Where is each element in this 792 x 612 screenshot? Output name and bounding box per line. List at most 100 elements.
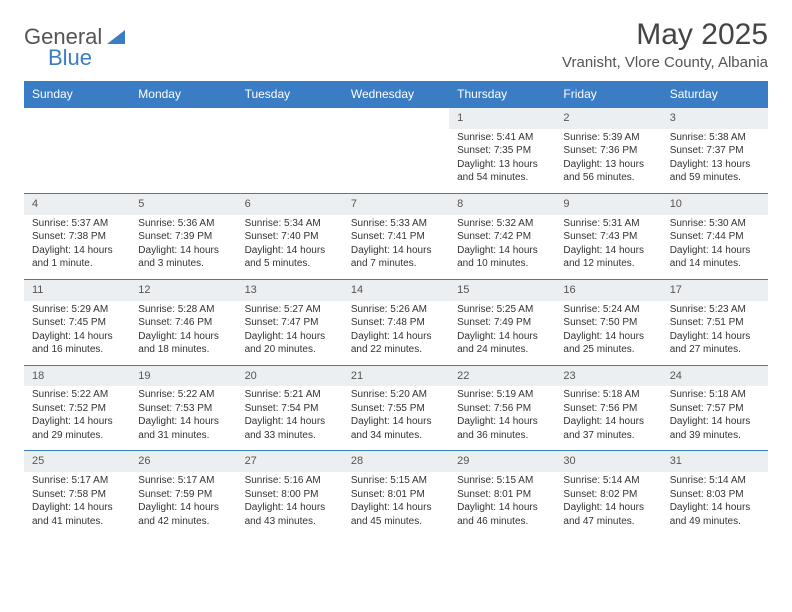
- sunset-text: Sunset: 7:45 PM: [32, 316, 122, 330]
- day-details-cell: Sunrise: 5:30 AMSunset: 7:44 PMDaylight:…: [662, 215, 768, 280]
- sunset-text: Sunset: 7:49 PM: [457, 316, 547, 330]
- weekday-header: Friday: [555, 81, 661, 108]
- day-number-cell: 24: [662, 365, 768, 386]
- day-number-row: 11121314151617: [24, 279, 768, 300]
- day-details-cell: Sunrise: 5:32 AMSunset: 7:42 PMDaylight:…: [449, 215, 555, 280]
- sunrise-text: Sunrise: 5:19 AM: [457, 388, 547, 402]
- daylight-text: Daylight: 14 hours and 31 minutes.: [138, 415, 228, 442]
- daylight-text: Daylight: 14 hours and 47 minutes.: [563, 501, 653, 528]
- day-details-row: Sunrise: 5:29 AMSunset: 7:45 PMDaylight:…: [24, 301, 768, 366]
- weekday-header: Sunday: [24, 81, 130, 108]
- sunset-text: Sunset: 7:39 PM: [138, 230, 228, 244]
- day-details-cell: Sunrise: 5:22 AMSunset: 7:53 PMDaylight:…: [130, 386, 236, 451]
- day-number-cell: 23: [555, 365, 661, 386]
- weekday-header-row: Sunday Monday Tuesday Wednesday Thursday…: [24, 81, 768, 108]
- sunset-text: Sunset: 7:52 PM: [32, 402, 122, 416]
- weekday-header: Saturday: [662, 81, 768, 108]
- day-number-cell: 15: [449, 279, 555, 300]
- day-number-cell: 6: [237, 193, 343, 214]
- day-number-cell: 14: [343, 279, 449, 300]
- daylight-text: Daylight: 14 hours and 33 minutes.: [245, 415, 335, 442]
- day-number-cell: 13: [237, 279, 343, 300]
- sunrise-text: Sunrise: 5:25 AM: [457, 303, 547, 317]
- day-number-cell: 4: [24, 193, 130, 214]
- day-details-cell: Sunrise: 5:29 AMSunset: 7:45 PMDaylight:…: [24, 301, 130, 366]
- day-number-cell: 25: [24, 451, 130, 472]
- daylight-text: Daylight: 14 hours and 16 minutes.: [32, 330, 122, 357]
- day-details-cell: Sunrise: 5:15 AMSunset: 8:01 PMDaylight:…: [449, 472, 555, 536]
- sunrise-text: Sunrise: 5:18 AM: [563, 388, 653, 402]
- day-number-cell: 19: [130, 365, 236, 386]
- weekday-header: Tuesday: [237, 81, 343, 108]
- day-details-cell: Sunrise: 5:22 AMSunset: 7:52 PMDaylight:…: [24, 386, 130, 451]
- sunrise-text: Sunrise: 5:15 AM: [457, 474, 547, 488]
- day-number-cell: 18: [24, 365, 130, 386]
- daylight-text: Daylight: 14 hours and 37 minutes.: [563, 415, 653, 442]
- day-details-cell: Sunrise: 5:18 AMSunset: 7:57 PMDaylight:…: [662, 386, 768, 451]
- sunset-text: Sunset: 7:59 PM: [138, 488, 228, 502]
- day-number-row: 18192021222324: [24, 365, 768, 386]
- day-number-row: 123: [24, 108, 768, 129]
- sunrise-text: Sunrise: 5:24 AM: [563, 303, 653, 317]
- daylight-text: Daylight: 14 hours and 43 minutes.: [245, 501, 335, 528]
- sunrise-text: Sunrise: 5:31 AM: [563, 217, 653, 231]
- day-details-cell: Sunrise: 5:26 AMSunset: 7:48 PMDaylight:…: [343, 301, 449, 366]
- daylight-text: Daylight: 14 hours and 27 minutes.: [670, 330, 760, 357]
- daylight-text: Daylight: 14 hours and 34 minutes.: [351, 415, 441, 442]
- day-number-cell: [237, 108, 343, 129]
- day-details-cell: Sunrise: 5:17 AMSunset: 7:59 PMDaylight:…: [130, 472, 236, 536]
- sunset-text: Sunset: 7:55 PM: [351, 402, 441, 416]
- sunrise-text: Sunrise: 5:41 AM: [457, 131, 547, 145]
- day-details-cell: Sunrise: 5:16 AMSunset: 8:00 PMDaylight:…: [237, 472, 343, 536]
- sunset-text: Sunset: 8:00 PM: [245, 488, 335, 502]
- daylight-text: Daylight: 14 hours and 25 minutes.: [563, 330, 653, 357]
- day-number-cell: 8: [449, 193, 555, 214]
- day-details-cell: Sunrise: 5:23 AMSunset: 7:51 PMDaylight:…: [662, 301, 768, 366]
- day-number-cell: 30: [555, 451, 661, 472]
- sunset-text: Sunset: 8:02 PM: [563, 488, 653, 502]
- sunrise-text: Sunrise: 5:17 AM: [138, 474, 228, 488]
- sunset-text: Sunset: 7:44 PM: [670, 230, 760, 244]
- sunset-text: Sunset: 8:01 PM: [351, 488, 441, 502]
- month-title: May 2025: [562, 18, 768, 52]
- daylight-text: Daylight: 13 hours and 56 minutes.: [563, 158, 653, 185]
- daylight-text: Daylight: 14 hours and 24 minutes.: [457, 330, 547, 357]
- daylight-text: Daylight: 14 hours and 29 minutes.: [32, 415, 122, 442]
- logo-triangle-icon: [107, 24, 125, 50]
- day-details-cell: Sunrise: 5:14 AMSunset: 8:02 PMDaylight:…: [555, 472, 661, 536]
- sunset-text: Sunset: 7:46 PM: [138, 316, 228, 330]
- sunset-text: Sunset: 7:47 PM: [245, 316, 335, 330]
- day-details-cell: Sunrise: 5:41 AMSunset: 7:35 PMDaylight:…: [449, 129, 555, 194]
- day-number-cell: 20: [237, 365, 343, 386]
- sunset-text: Sunset: 7:40 PM: [245, 230, 335, 244]
- day-details-cell: Sunrise: 5:39 AMSunset: 7:36 PMDaylight:…: [555, 129, 661, 194]
- daylight-text: Daylight: 14 hours and 22 minutes.: [351, 330, 441, 357]
- daylight-text: Daylight: 14 hours and 36 minutes.: [457, 415, 547, 442]
- day-details-row: Sunrise: 5:37 AMSunset: 7:38 PMDaylight:…: [24, 215, 768, 280]
- sunset-text: Sunset: 8:03 PM: [670, 488, 760, 502]
- day-details-cell: Sunrise: 5:36 AMSunset: 7:39 PMDaylight:…: [130, 215, 236, 280]
- sunset-text: Sunset: 7:56 PM: [457, 402, 547, 416]
- sunset-text: Sunset: 7:38 PM: [32, 230, 122, 244]
- sunrise-text: Sunrise: 5:26 AM: [351, 303, 441, 317]
- day-number-cell: 27: [237, 451, 343, 472]
- daylight-text: Daylight: 14 hours and 12 minutes.: [563, 244, 653, 271]
- day-details-cell: Sunrise: 5:38 AMSunset: 7:37 PMDaylight:…: [662, 129, 768, 194]
- sunrise-text: Sunrise: 5:29 AM: [32, 303, 122, 317]
- day-number-cell: 16: [555, 279, 661, 300]
- sunrise-text: Sunrise: 5:38 AM: [670, 131, 760, 145]
- sunrise-text: Sunrise: 5:39 AM: [563, 131, 653, 145]
- daylight-text: Daylight: 14 hours and 42 minutes.: [138, 501, 228, 528]
- day-details-row: Sunrise: 5:41 AMSunset: 7:35 PMDaylight:…: [24, 129, 768, 194]
- day-number-cell: [24, 108, 130, 129]
- sunrise-text: Sunrise: 5:22 AM: [138, 388, 228, 402]
- sunrise-text: Sunrise: 5:28 AM: [138, 303, 228, 317]
- day-details-cell: Sunrise: 5:21 AMSunset: 7:54 PMDaylight:…: [237, 386, 343, 451]
- daylight-text: Daylight: 14 hours and 3 minutes.: [138, 244, 228, 271]
- sunset-text: Sunset: 7:56 PM: [563, 402, 653, 416]
- day-details-cell: [24, 129, 130, 194]
- day-number-cell: 22: [449, 365, 555, 386]
- day-details-cell: [130, 129, 236, 194]
- daylight-text: Daylight: 14 hours and 14 minutes.: [670, 244, 760, 271]
- sunrise-text: Sunrise: 5:21 AM: [245, 388, 335, 402]
